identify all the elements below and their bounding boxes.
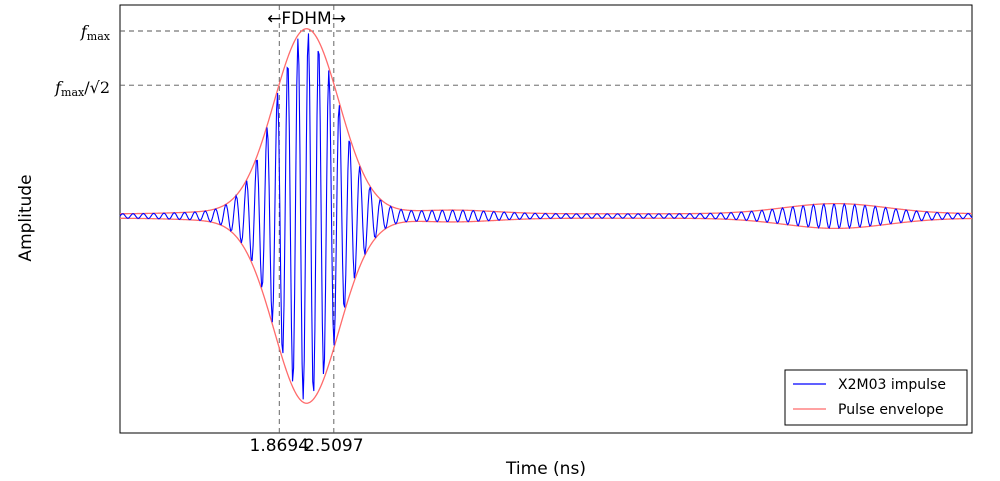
x-tick-label: 2.5097 bbox=[304, 436, 363, 456]
y-tick-label-fmax: fmax bbox=[80, 22, 111, 43]
x-tick-label: 1.8694 bbox=[250, 436, 309, 456]
impulse-line bbox=[119, 33, 973, 400]
y-tick-label-fmax-sqrt2: fmax/√2 bbox=[54, 78, 110, 99]
legend-label-impulse: X2M03 impulse bbox=[838, 377, 946, 393]
envelope-lower-line bbox=[120, 217, 973, 404]
x-axis-label: Time (ns) bbox=[505, 459, 586, 479]
legend: X2M03 impulse Pulse envelope bbox=[784, 369, 968, 426]
impulse-signal bbox=[119, 33, 973, 400]
fdhm-annotation: ←FDHM→ bbox=[267, 9, 346, 29]
legend-box bbox=[784, 369, 968, 426]
legend-label-envelope: Pulse envelope bbox=[838, 402, 944, 418]
y-axis-label: Amplitude bbox=[16, 174, 36, 261]
reference-lines bbox=[120, 5, 972, 433]
